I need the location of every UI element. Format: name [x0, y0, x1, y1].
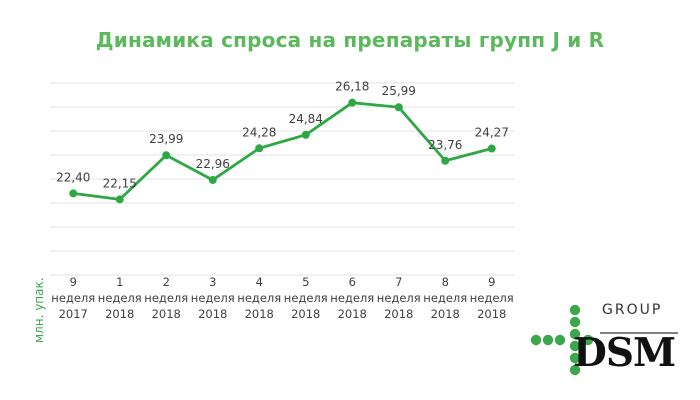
x-tick-label: 2018 [431, 307, 460, 321]
logo-group-text: GROUP [602, 302, 663, 318]
x-tick-label: 3 [209, 275, 216, 289]
logo-dot [542, 334, 554, 346]
data-label: 26,18 [335, 80, 369, 94]
x-tick-label: 7 [395, 275, 402, 289]
data-label: 24,84 [289, 112, 323, 126]
logo-dots-icon [530, 304, 678, 376]
data-label: 22,96 [196, 157, 230, 171]
data-point [115, 195, 124, 204]
x-tick-label: 2018 [105, 307, 134, 321]
data-point [208, 175, 217, 184]
x-tick-label: 2018 [477, 307, 506, 321]
x-tick-label: неделя [330, 291, 374, 305]
x-tick-label: 9 [488, 275, 495, 289]
x-tick-labels: 9 неделя 2017 1 неделя 2018 2 неделя 2018 3 неделя… [51, 275, 513, 321]
data-label: 25,99 [382, 84, 416, 98]
data-label: 23,99 [149, 132, 183, 146]
series-line [73, 101, 493, 201]
x-tick-label: неделя [377, 291, 421, 305]
logo-dot [569, 328, 581, 340]
logo-dot [569, 304, 581, 316]
x-tick-label: 4 [256, 275, 263, 289]
x-tick-label: неделя [51, 291, 95, 305]
gridlines [50, 82, 515, 276]
x-tick-label: 2 [163, 275, 170, 289]
data-point [348, 98, 357, 107]
dsm-logo [528, 300, 678, 380]
x-tick-label: 2018 [384, 307, 413, 321]
x-tick-label: 2018 [338, 307, 367, 321]
x-tick-label: 5 [302, 275, 309, 289]
series-line-group [73, 101, 493, 201]
data-point [162, 151, 171, 160]
data-label: 22,15 [103, 176, 137, 190]
logo-dot [569, 316, 581, 328]
x-tick-label: неделя [144, 291, 188, 305]
x-tick-label: 1 [116, 275, 123, 289]
x-tick-label: неделя [237, 291, 281, 305]
x-tick-label: 8 [442, 275, 449, 289]
chart-title: Динамика спроса на препараты групп J и R [95, 28, 605, 52]
logo-dot [554, 334, 566, 346]
logo-dot [569, 340, 581, 352]
data-points [69, 98, 496, 204]
data-label: 24,28 [242, 125, 276, 139]
data-point [394, 103, 403, 112]
x-tick-label: 2018 [152, 307, 181, 321]
data-point [69, 189, 78, 198]
data-point [255, 144, 264, 153]
data-point [441, 156, 450, 165]
data-labels: 22,40 22,15 23,99 22,96 24,28 24,84 26,18 25,99… [56, 80, 509, 191]
data-point [487, 144, 496, 153]
x-tick-label: 2017 [59, 307, 88, 321]
x-tick-label: 2018 [198, 307, 227, 321]
logo-dot [569, 364, 581, 376]
logo-dot [569, 352, 581, 364]
x-tick-label: 9 [70, 275, 77, 289]
data-label: 23,76 [428, 138, 462, 152]
data-label: 22,40 [56, 170, 90, 184]
x-tick-label: 2018 [245, 307, 274, 321]
logo-dsm-text: DSM [573, 330, 676, 376]
x-tick-label: 2018 [291, 307, 320, 321]
data-label: 24,27 [475, 126, 509, 140]
x-tick-label: 6 [349, 275, 356, 289]
x-tick-label: неделя [470, 291, 514, 305]
logo-dot [582, 334, 594, 346]
x-tick-label: неделя [423, 291, 467, 305]
data-point [301, 130, 310, 139]
logo-dot [530, 334, 542, 346]
x-tick-label: неделя [284, 291, 328, 305]
x-tick-label: неделя [191, 291, 235, 305]
x-tick-label: неделя [98, 291, 142, 305]
